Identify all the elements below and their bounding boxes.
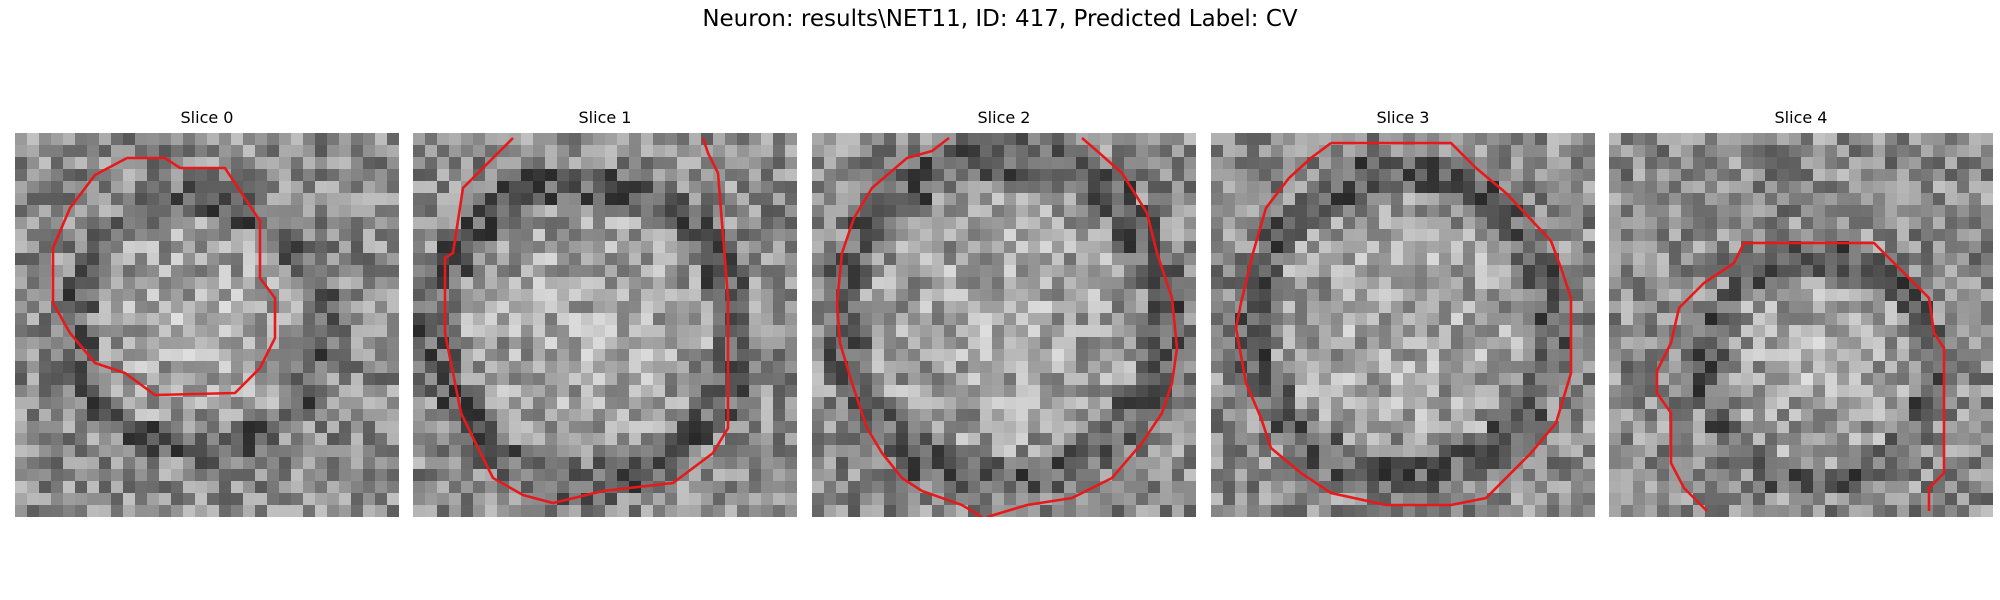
contour-line xyxy=(1655,241,1946,512)
slice-image xyxy=(812,133,1196,517)
pixel-grid xyxy=(812,133,1196,517)
contour-line xyxy=(443,137,730,505)
pixel-grid xyxy=(413,133,797,517)
pixel-grid xyxy=(1211,133,1595,517)
pixel-grid xyxy=(15,133,399,517)
contour-line xyxy=(51,156,277,397)
contour-line xyxy=(1234,141,1573,507)
contour-line xyxy=(835,136,983,517)
slice-image xyxy=(1211,133,1595,517)
slice-image xyxy=(1609,133,1993,517)
slice-title: Slice 4 xyxy=(1774,108,1828,127)
figure-title: Neuron: results\NET11, ID: 417, Predicte… xyxy=(702,6,1298,32)
slice-title: Slice 3 xyxy=(1376,108,1430,127)
slice-image xyxy=(15,133,399,517)
pixel-grid xyxy=(1609,133,1993,517)
slice-title: Slice 2 xyxy=(977,108,1031,127)
contour-line xyxy=(986,137,1179,517)
slice-title: Slice 0 xyxy=(180,108,234,127)
slice-title: Slice 1 xyxy=(578,108,632,127)
slice-image xyxy=(413,133,797,517)
